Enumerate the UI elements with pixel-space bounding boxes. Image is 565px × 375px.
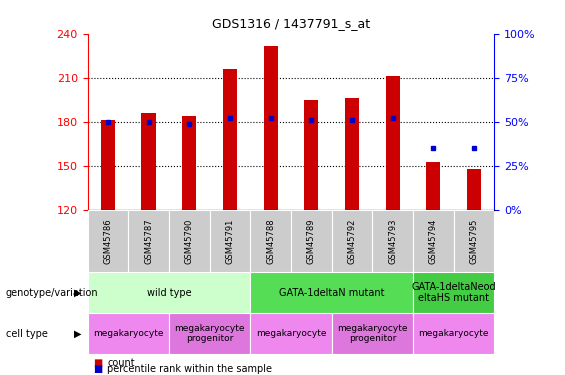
Text: ■: ■ xyxy=(93,364,102,374)
Text: GSM45793: GSM45793 xyxy=(388,218,397,264)
Text: genotype/variation: genotype/variation xyxy=(6,288,98,297)
Bar xyxy=(426,162,441,210)
Bar xyxy=(250,272,413,313)
Text: megakaryocyte
progenitor: megakaryocyte progenitor xyxy=(175,324,245,344)
Bar xyxy=(88,210,128,272)
Text: ▶: ▶ xyxy=(75,329,82,339)
Bar xyxy=(210,210,250,272)
Bar xyxy=(141,113,156,210)
Text: GSM45795: GSM45795 xyxy=(470,218,479,264)
Bar xyxy=(304,100,319,210)
Bar xyxy=(372,210,413,272)
Text: GSM45790: GSM45790 xyxy=(185,218,194,264)
Bar xyxy=(128,210,169,272)
Bar xyxy=(413,272,494,313)
Text: GATA-1deltaNeod
eltaHS mutant: GATA-1deltaNeod eltaHS mutant xyxy=(411,282,496,303)
Text: GSM45786: GSM45786 xyxy=(103,218,112,264)
Text: ■: ■ xyxy=(93,358,102,368)
Text: megakaryocyte: megakaryocyte xyxy=(419,329,489,338)
Text: GSM45791: GSM45791 xyxy=(225,218,234,264)
Text: GSM45788: GSM45788 xyxy=(266,218,275,264)
Text: megakaryocyte: megakaryocyte xyxy=(256,329,326,338)
Bar xyxy=(454,210,494,272)
Bar xyxy=(385,76,400,210)
Bar xyxy=(413,210,454,272)
Text: ▶: ▶ xyxy=(75,288,82,297)
Bar xyxy=(88,272,250,313)
Bar xyxy=(169,210,210,272)
Text: megakaryocyte
progenitor: megakaryocyte progenitor xyxy=(337,324,407,344)
Bar xyxy=(101,120,115,210)
Text: GATA-1deltaN mutant: GATA-1deltaN mutant xyxy=(279,288,384,297)
Title: GDS1316 / 1437791_s_at: GDS1316 / 1437791_s_at xyxy=(212,17,370,30)
Text: percentile rank within the sample: percentile rank within the sample xyxy=(107,364,272,374)
Text: GSM45794: GSM45794 xyxy=(429,218,438,264)
Bar xyxy=(182,116,197,210)
Bar xyxy=(332,313,413,354)
Text: GSM45789: GSM45789 xyxy=(307,218,316,264)
Bar xyxy=(169,313,250,354)
Text: megakaryocyte: megakaryocyte xyxy=(93,329,163,338)
Text: GSM45787: GSM45787 xyxy=(144,218,153,264)
Text: count: count xyxy=(107,358,135,368)
Text: wild type: wild type xyxy=(147,288,191,297)
Text: GSM45792: GSM45792 xyxy=(347,218,357,264)
Bar xyxy=(332,210,372,272)
Bar xyxy=(413,313,494,354)
Bar xyxy=(345,98,359,210)
Bar xyxy=(291,210,332,272)
Bar xyxy=(467,169,481,210)
Bar xyxy=(263,45,278,210)
Bar xyxy=(88,313,169,354)
Bar xyxy=(223,69,237,210)
Text: cell type: cell type xyxy=(6,329,47,339)
Bar xyxy=(250,313,332,354)
Bar xyxy=(250,210,291,272)
